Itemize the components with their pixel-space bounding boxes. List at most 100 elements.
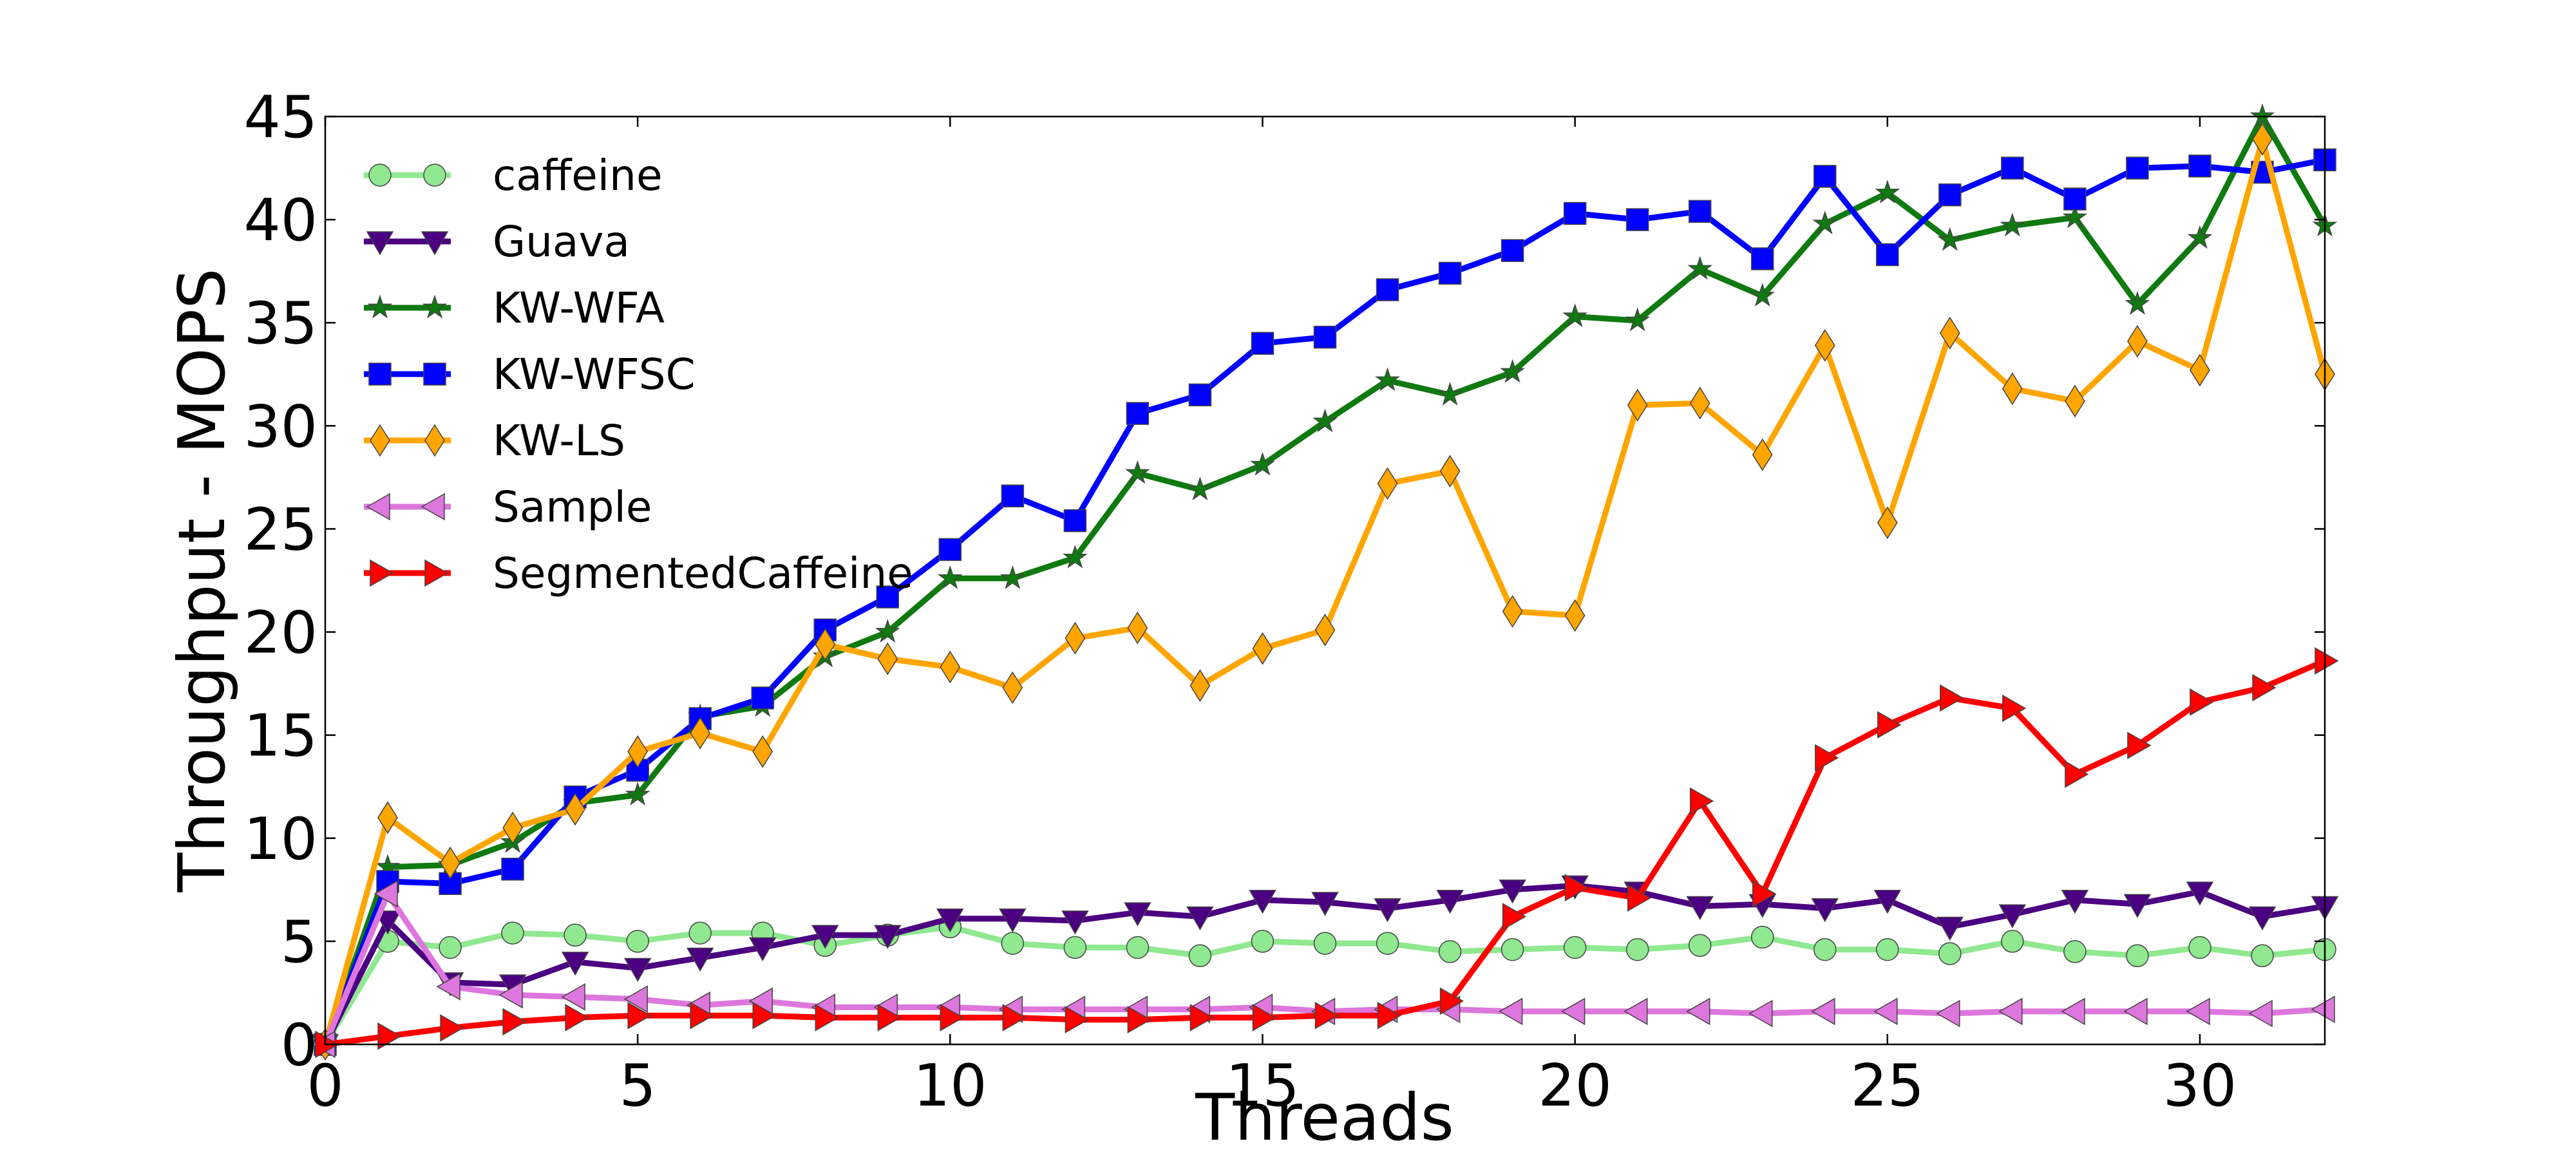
- data-point: [1126, 402, 1150, 425]
- x-axis-label: Threads: [1195, 1080, 1454, 1155]
- series-kw-ls: [315, 122, 2335, 1061]
- data-point: [1437, 381, 1463, 406]
- legend-label: KW-WFA: [493, 283, 665, 333]
- data-point: [1250, 451, 1275, 476]
- legend-marker: [370, 424, 390, 457]
- data-point: [1875, 180, 1900, 203]
- data-point: [874, 925, 902, 949]
- data-point: [1251, 930, 1274, 953]
- data-point: [2190, 353, 2210, 387]
- legend-label: Sample: [493, 482, 652, 532]
- data-point: [1065, 1006, 1089, 1033]
- data-point: [623, 985, 648, 1013]
- data-point: [1002, 1004, 1027, 1032]
- data-point: [498, 981, 523, 1009]
- data-point: [2123, 894, 2152, 918]
- data-point: [565, 793, 585, 826]
- legend-marker: [421, 231, 449, 256]
- x-tick-label: 20: [1538, 1052, 1612, 1120]
- data-point: [940, 650, 961, 684]
- data-point: [374, 880, 398, 908]
- data-point: [815, 628, 836, 661]
- legend-marker: [423, 363, 446, 386]
- data-point: [1251, 332, 1274, 355]
- data-point: [811, 925, 839, 949]
- data-point: [2315, 647, 2339, 675]
- y-tick-label: 10: [243, 806, 317, 873]
- x-tick-label: 10: [913, 1052, 987, 1120]
- data-point: [2249, 103, 2275, 127]
- data-point: [1127, 611, 1148, 645]
- data-point: [1564, 874, 1589, 901]
- data-point: [2127, 325, 2148, 358]
- data-point: [1501, 938, 1524, 961]
- data-point: [1313, 325, 1337, 349]
- data-point: [1938, 183, 1962, 207]
- x-tick-label: 0: [307, 1052, 343, 1120]
- data-point: [1625, 938, 1649, 961]
- data-point: [1562, 303, 1587, 328]
- data-point: [1500, 359, 1525, 383]
- data-point: [686, 947, 714, 972]
- data-point: [1815, 744, 1839, 772]
- data-point: [690, 717, 711, 749]
- data-point: [1249, 890, 1276, 914]
- data-point: [2248, 999, 2273, 1028]
- data-point: [1312, 408, 1338, 433]
- legend: caffeine Guava KW-WFA KW-WFSC KW-LS Sample Seg…: [364, 151, 913, 598]
- data-point: [2186, 881, 2214, 906]
- y-tick-label: 40: [243, 187, 317, 254]
- data-point: [2125, 291, 2150, 315]
- data-point: [688, 921, 712, 945]
- data-point: [626, 930, 649, 953]
- data-point: [1002, 671, 1023, 704]
- data-point: [1374, 898, 1401, 923]
- y-tick-label: 45: [243, 84, 317, 151]
- tick-layer: 0 5 10 15 20 25 30 0 5 10 15 20 25 30 35 40 45: [243, 84, 2325, 1120]
- data-point: [1814, 165, 1837, 188]
- data-point: [1436, 890, 1464, 914]
- data-point: [1811, 898, 1839, 923]
- data-point: [1439, 987, 1464, 1015]
- plot-background: [325, 117, 2325, 1044]
- legend-marker: [368, 363, 392, 386]
- legend-label: KW-LS: [493, 416, 625, 466]
- data-point: [751, 686, 774, 710]
- data-point: [1252, 632, 1273, 665]
- data-point: [2061, 890, 2089, 914]
- data-point: [1063, 544, 1088, 569]
- data-point: [1311, 892, 1339, 916]
- data-point: [440, 1014, 464, 1042]
- data-point: [1750, 247, 1774, 270]
- data-point: [1940, 684, 1964, 712]
- data-point: [1563, 202, 1587, 225]
- data-point: [940, 1004, 964, 1032]
- data-point: [2127, 731, 2152, 759]
- data-point: [1812, 211, 1838, 235]
- data-point: [752, 735, 773, 768]
- data-point: [2065, 760, 2089, 788]
- data-point: [2311, 995, 2335, 1023]
- data-point: [1061, 910, 1089, 935]
- data-point: [1561, 997, 1586, 1026]
- data-point: [1188, 476, 1213, 501]
- data-point: [1814, 328, 1835, 362]
- data-point: [1686, 997, 1710, 1026]
- legend-marker: [424, 559, 449, 587]
- data-point: [1564, 599, 1586, 632]
- data-point: [1811, 997, 1835, 1026]
- data-point: [1814, 938, 1837, 961]
- data-point: [1502, 595, 1523, 628]
- data-point: [1936, 916, 1964, 941]
- data-point: [2188, 936, 2211, 959]
- data-point: [1689, 386, 1710, 420]
- data-point: [1189, 1004, 1214, 1032]
- y-axis-label: Throughput - MOPS: [164, 268, 240, 892]
- data-point: [1752, 880, 1777, 908]
- data-point: [501, 921, 524, 945]
- data-point: [1439, 455, 1461, 488]
- data-point: [2126, 944, 2149, 968]
- data-point: [2000, 212, 2025, 237]
- data-point: [1998, 997, 2023, 1026]
